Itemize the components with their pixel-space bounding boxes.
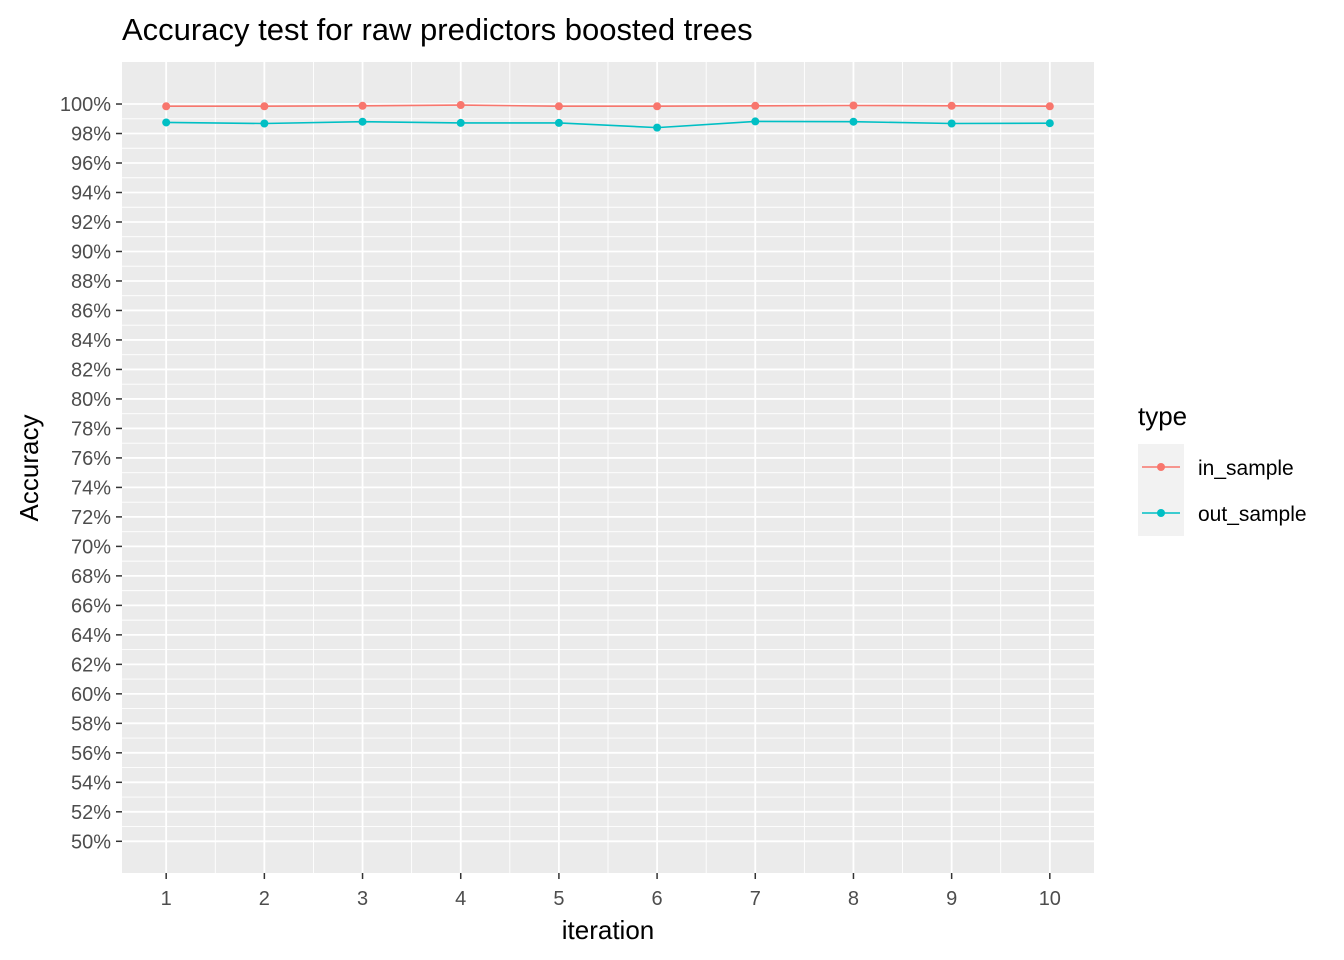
- legend-label-out-sample: out_sample: [1198, 503, 1307, 526]
- legend: type in_sample out_sample: [1138, 401, 1307, 536]
- y-tick-label: 92%: [71, 212, 111, 234]
- x-tick-label: 6: [652, 888, 663, 910]
- y-tick-label: 76%: [71, 448, 111, 470]
- data-point-out-sample: [1045, 119, 1054, 128]
- y-tick-label: 70%: [71, 536, 111, 558]
- major-grid: [122, 62, 1094, 873]
- y-tick-label: 62%: [71, 654, 111, 676]
- y-tick-label: 96%: [71, 153, 111, 175]
- y-tick-label: 78%: [71, 418, 111, 440]
- data-point-in-sample: [751, 101, 760, 110]
- y-tick-label: 94%: [71, 182, 111, 204]
- y-tick-label: 64%: [71, 625, 111, 647]
- data-point-out-sample: [653, 123, 662, 132]
- y-tick-label: 52%: [71, 802, 111, 824]
- y-tick-label: 68%: [71, 566, 111, 588]
- data-point-out-sample: [751, 117, 760, 126]
- data-point-in-sample: [1045, 102, 1054, 111]
- legend-key-point-out-sample: [1157, 509, 1165, 517]
- y-tick-label: 72%: [71, 507, 111, 529]
- y-tick-label: 54%: [71, 772, 111, 794]
- y-tick-label: 50%: [71, 831, 111, 853]
- x-tick-label: 2: [259, 888, 270, 910]
- data-point-out-sample: [162, 118, 171, 127]
- x-tick-label: 8: [848, 888, 859, 910]
- x-axis-title: iteration: [562, 915, 655, 945]
- legend-key-point-in-sample: [1157, 463, 1165, 471]
- x-tick-label: 1: [161, 888, 172, 910]
- data-point-out-sample: [849, 117, 858, 126]
- y-tick-label: 86%: [71, 300, 111, 322]
- minor-grid: [122, 62, 1094, 873]
- x-tick-label: 4: [455, 888, 466, 910]
- x-axis: 1 2 3 4 5 6 7 8 9 10: [161, 873, 1061, 910]
- y-tick-label: 80%: [71, 389, 111, 411]
- y-tick-label: 88%: [71, 271, 111, 293]
- x-tick-label: 3: [357, 888, 368, 910]
- y-tick-label: 56%: [71, 743, 111, 765]
- data-point-in-sample: [456, 101, 465, 110]
- legend-label-in-sample: in_sample: [1198, 457, 1294, 480]
- data-point-in-sample: [358, 101, 367, 110]
- legend-title: type: [1138, 401, 1187, 431]
- series-line-in-sample: [166, 104, 1050, 108]
- data-point-out-sample: [947, 119, 956, 128]
- data-point-in-sample: [849, 101, 858, 110]
- x-tick-label: 5: [553, 888, 564, 910]
- data-point-in-sample: [653, 102, 662, 111]
- series-line-out-sample: [166, 120, 1050, 129]
- x-tick-label: 9: [946, 888, 957, 910]
- y-tick-label: 60%: [71, 684, 111, 706]
- data-point-out-sample: [554, 118, 563, 127]
- y-tick-label: 100%: [60, 94, 111, 116]
- y-tick-label: 58%: [71, 713, 111, 735]
- data-point-out-sample: [260, 119, 269, 128]
- data-point-in-sample: [947, 101, 956, 110]
- data-point-in-sample: [554, 102, 563, 111]
- x-tick-label: 7: [750, 888, 761, 910]
- data-point-in-sample: [162, 102, 171, 111]
- y-axis-title: Accuracy: [14, 415, 44, 522]
- data-point-out-sample: [456, 118, 465, 127]
- y-tick-label: 66%: [71, 595, 111, 617]
- y-tick-label: 90%: [71, 241, 111, 263]
- x-tick-label: 10: [1039, 888, 1061, 910]
- series-layer: [162, 101, 1054, 132]
- y-tick-label: 82%: [71, 359, 111, 381]
- y-axis: 50% 52% 54% 56% 58% 60% 62% 64% 66% 68% 70% 72% 74% 7…: [60, 94, 122, 853]
- y-tick-label: 84%: [71, 330, 111, 352]
- y-tick-label: 98%: [71, 124, 111, 146]
- data-point-in-sample: [260, 102, 269, 111]
- y-tick-label: 74%: [71, 477, 111, 499]
- chart-title: Accuracy test for raw predictors boosted…: [122, 12, 753, 47]
- data-point-out-sample: [358, 117, 367, 126]
